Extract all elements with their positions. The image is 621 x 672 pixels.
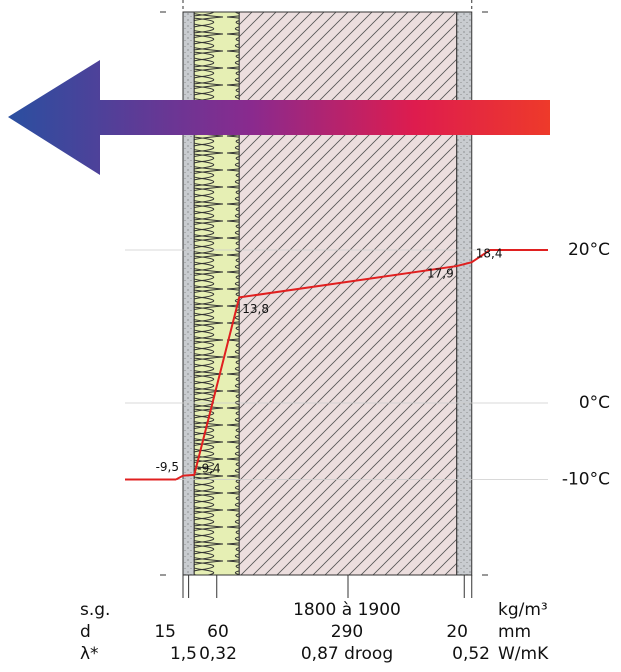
lambda: 0,52 — [452, 644, 490, 664]
unit-label: mm — [498, 622, 531, 642]
y-tick-label: 0°C — [579, 393, 610, 413]
temperature-label: 18,4 — [476, 247, 503, 261]
lambda: 1,5 — [170, 644, 197, 664]
temperature-label: -9,4 — [197, 461, 220, 475]
temperature-label: 13,8 — [242, 302, 269, 316]
thickness: 15 — [154, 622, 176, 642]
lambda: 0,32 — [199, 644, 237, 664]
thickness: 290 — [331, 622, 363, 642]
y-tick-label: -10°C — [562, 470, 610, 490]
temperature-label: -9,5 — [156, 460, 179, 474]
row-label: d — [80, 622, 91, 642]
layer — [193, 11, 240, 576]
lambda: 0,87 droog — [301, 644, 393, 664]
row-label: s.g. — [80, 600, 110, 620]
temperature-profile — [175, 249, 491, 481]
layer — [456, 11, 473, 576]
unit-label: kg/m³ — [498, 600, 548, 620]
heat-flow-arrow — [8, 60, 550, 175]
density: 1800 à 1900 — [293, 600, 401, 620]
thickness: 20 — [446, 622, 468, 642]
temperature-label: 17,9 — [427, 267, 454, 281]
thickness: 60 — [207, 622, 229, 642]
unit-label: W/mK — [498, 644, 549, 664]
row-label: λ* — [80, 644, 99, 664]
layer — [182, 11, 195, 576]
y-tick-label: 20°C — [568, 240, 610, 260]
